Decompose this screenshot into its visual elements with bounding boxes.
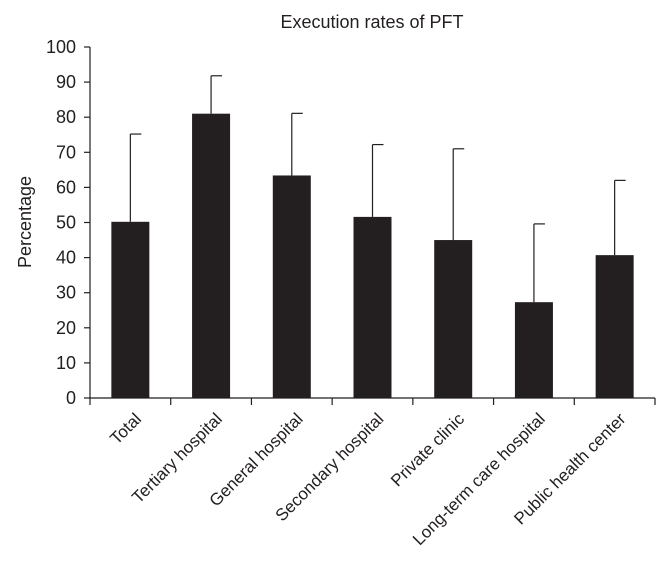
bar (111, 221, 150, 398)
y-tick-label: 60 (56, 177, 76, 197)
x-tick-label: Long-term care hospital (409, 409, 549, 549)
y-tick-label: 40 (56, 248, 76, 268)
error-bar (371, 143, 384, 217)
error-bar (614, 179, 626, 256)
bar (595, 255, 634, 398)
y-tick-label: 0 (66, 388, 76, 408)
y-tick-label: 30 (56, 283, 76, 303)
bar (514, 302, 553, 398)
bar (353, 216, 392, 398)
error-bar (129, 133, 142, 222)
bar (192, 113, 231, 398)
error-bar (210, 75, 223, 114)
x-tick-label: Total (106, 409, 145, 448)
error-bars (129, 75, 626, 303)
y-tick-label: 50 (56, 213, 76, 233)
error-bar (533, 223, 545, 303)
y-axis: 0 10 20 30 40 50 60 70 80 90 100 (46, 37, 91, 408)
bars (111, 113, 634, 398)
y-tick-label: 70 (56, 142, 76, 162)
bar (272, 175, 311, 398)
y-tick-label: 90 (56, 72, 76, 92)
error-bar (291, 112, 303, 176)
y-tick-label: 20 (56, 318, 76, 338)
y-tick-label: 80 (56, 107, 76, 127)
y-axis-label: Percentage (15, 176, 35, 268)
y-tick-label: 10 (56, 353, 76, 373)
chart-title: Execution rates of PFT (280, 12, 463, 32)
x-tick-label: Private clinic (387, 409, 468, 490)
bar (434, 240, 473, 398)
error-bar (452, 148, 465, 241)
y-tick-label: 100 (46, 37, 76, 57)
